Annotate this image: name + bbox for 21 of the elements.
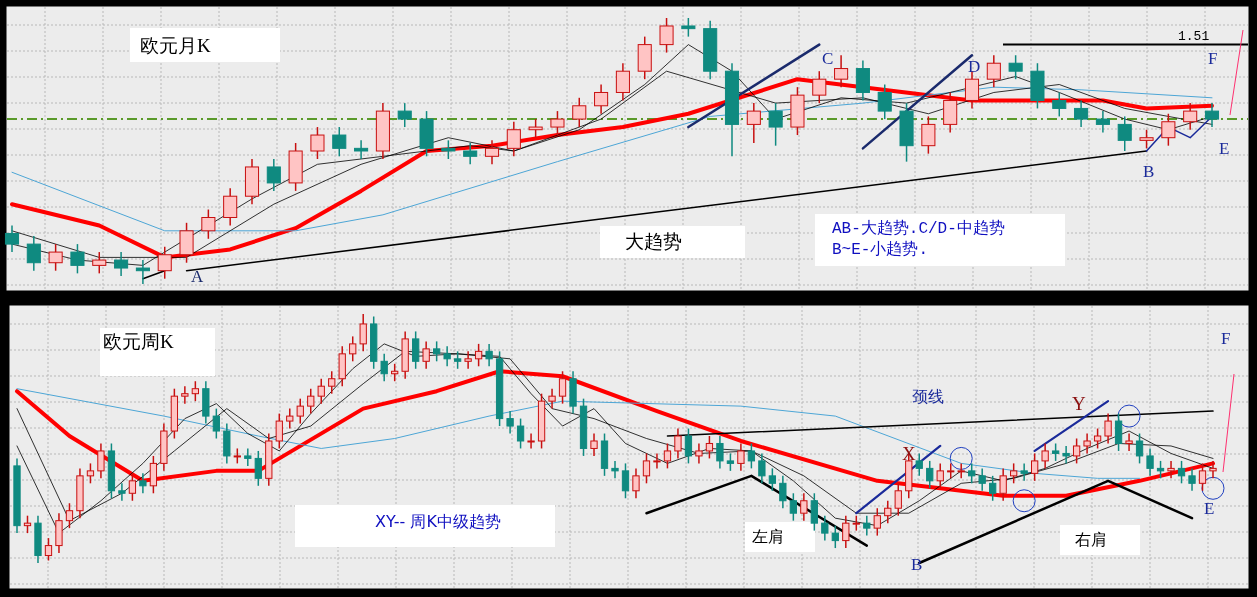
annotation: B — [911, 555, 923, 574]
annotation: B — [1143, 162, 1155, 181]
annotation: C — [822, 49, 834, 68]
annotation: Y — [1072, 393, 1086, 414]
annotation: E — [1204, 499, 1215, 518]
annotation: 左肩 — [752, 527, 784, 546]
annotation: D — [968, 57, 981, 76]
annotation: 欧元月K — [140, 35, 211, 56]
annotation: A — [191, 267, 204, 286]
annotation: E — [1219, 139, 1230, 158]
annotation: B~E-小趋势. — [832, 240, 929, 259]
text: F — [1221, 329, 1231, 348]
annotation: 1.51 — [1178, 29, 1210, 44]
annotation: X — [902, 443, 916, 464]
annotation: XY-- 周K中级趋势 — [375, 512, 501, 531]
annotation: 颈线 — [912, 387, 944, 406]
annotation: 欧元周K — [103, 331, 174, 352]
annotation: F — [1208, 49, 1218, 68]
annotation: AB-大趋势.C/D-中趋势 — [832, 219, 1005, 238]
annotation: 大趋势 — [625, 230, 682, 252]
annotation: 右肩 — [1075, 530, 1107, 549]
